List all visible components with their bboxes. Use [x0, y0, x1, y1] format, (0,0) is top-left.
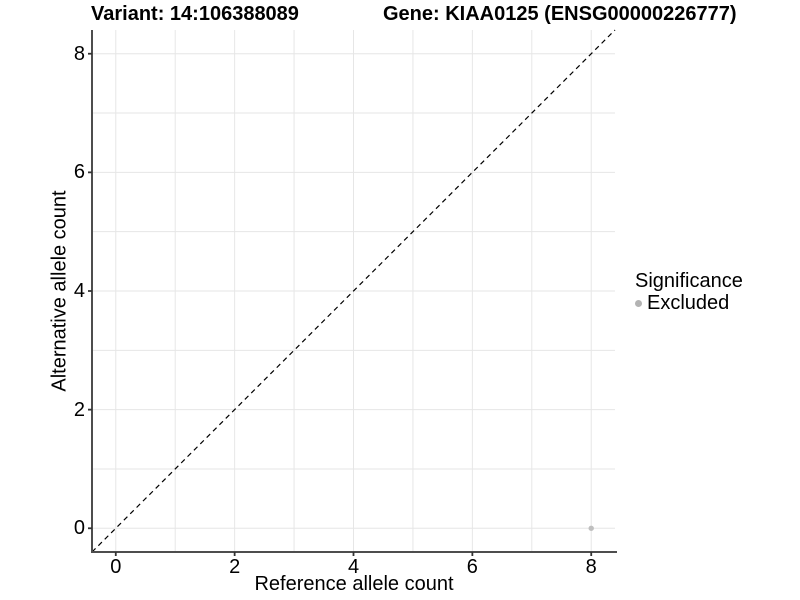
legend-item-excluded: Excluded	[635, 291, 743, 315]
y-tick-label: 0	[73, 517, 85, 540]
x-tick-label: 2	[229, 556, 241, 578]
legend-title: Significance	[635, 270, 743, 292]
plot-panel	[88, 29, 617, 556]
legend-point-icon	[635, 299, 642, 307]
significance-legend: Significance Excluded	[635, 269, 743, 315]
x-tick-label: 0	[110, 556, 122, 578]
y-tick-label: 8	[73, 42, 85, 65]
x-axis-title: Reference allele count	[254, 573, 454, 595]
variant-title: Variant: 14:106388089	[91, 3, 299, 25]
y-tick-label: 6	[73, 161, 85, 184]
data-point	[588, 525, 594, 531]
y-tick-label: 4	[73, 280, 85, 302]
y-tick-label: 2	[73, 398, 85, 421]
plot-canvas	[88, 29, 617, 556]
gene-title: Gene: KIAA0125 (ENSG00000226777)	[383, 3, 737, 25]
x-tick-label: 8	[585, 556, 597, 578]
x-tick-label: 4	[347, 556, 360, 578]
x-tick-label: 6	[466, 556, 478, 578]
identity-dashed-line	[91, 29, 616, 553]
legend-item-label: Excluded	[647, 292, 730, 314]
